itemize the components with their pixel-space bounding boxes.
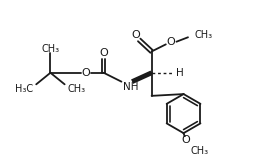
Text: O: O [82,68,90,78]
Text: CH₃: CH₃ [41,44,60,54]
Text: CH₃: CH₃ [191,146,209,154]
Text: H: H [177,68,184,78]
Text: H₃C: H₃C [16,84,33,94]
Text: O: O [99,48,108,58]
Text: CH₃: CH₃ [67,84,85,94]
Text: O: O [131,30,140,40]
Text: O: O [181,135,190,145]
Text: CH₃: CH₃ [194,30,212,40]
Text: NH: NH [123,82,139,92]
Text: O: O [167,37,175,47]
